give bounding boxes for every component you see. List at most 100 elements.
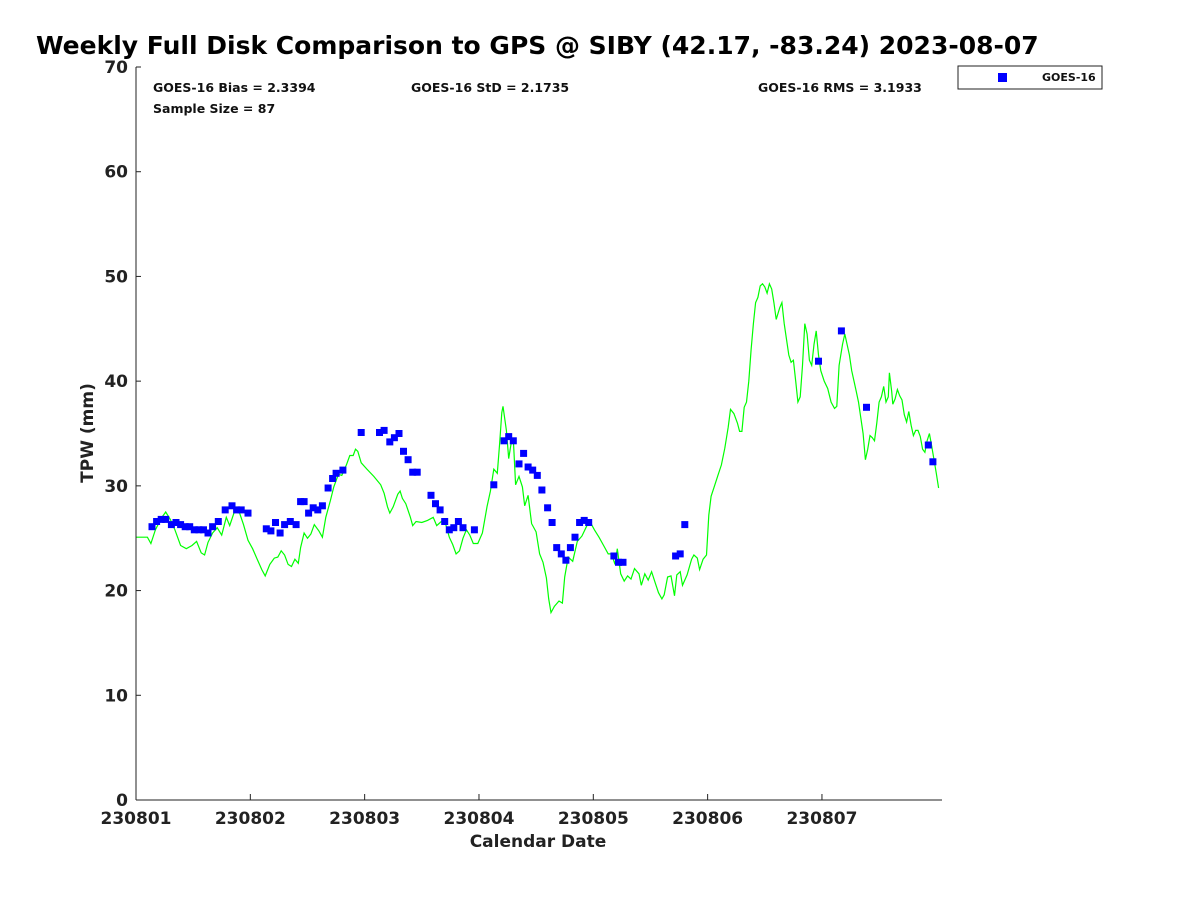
- points-layer: [148, 327, 937, 566]
- goes16-point: [404, 456, 412, 464]
- goes16-point: [162, 515, 170, 523]
- goes16-point: [380, 426, 388, 434]
- goes16-point: [400, 447, 407, 455]
- goes16-point: [318, 502, 326, 510]
- goes16-point: [815, 357, 822, 365]
- chart-title: Weekly Full Disk Comparison to GPS @ SIB…: [36, 31, 1039, 60]
- goes16-point: [676, 550, 684, 558]
- goes16-point: [286, 518, 294, 525]
- goes16-point: [214, 518, 222, 525]
- goes16-point: [929, 458, 937, 466]
- y-tick-label: 60: [104, 163, 128, 183]
- x-axis-label: Calendar Date: [470, 832, 607, 852]
- rms-stat: GOES-16 RMS = 3.1933: [758, 80, 922, 95]
- x-tick-label: 230805: [558, 809, 629, 829]
- goes16-point: [459, 524, 467, 532]
- goes16-point: [454, 518, 462, 525]
- goes16-point: [386, 438, 394, 446]
- goes16-point: [441, 518, 449, 525]
- goes16-point: [863, 403, 870, 411]
- goes16-point: [329, 475, 337, 482]
- goes16-point: [357, 429, 365, 436]
- goes16-point: [515, 460, 523, 468]
- goes16-point: [548, 519, 556, 526]
- goes16-point: [221, 506, 229, 514]
- goes16-point: [324, 484, 332, 492]
- goes16-point: [309, 504, 317, 512]
- goes16-point: [490, 481, 498, 489]
- legend-label: GOES-16: [1042, 71, 1096, 84]
- y-tick-label: 70: [104, 58, 128, 78]
- goes16-point: [470, 526, 478, 534]
- goes16-point: [409, 468, 417, 476]
- x-tick-label: 230803: [329, 809, 400, 829]
- goes16-point: [553, 544, 561, 552]
- goes16-point: [148, 523, 156, 531]
- goes16-point: [244, 509, 252, 517]
- goes16-point: [390, 434, 398, 442]
- y-tick-label: 50: [104, 267, 128, 287]
- goes16-point: [500, 437, 508, 445]
- goes16-point: [837, 327, 845, 335]
- y-tick-label: 0: [116, 791, 128, 811]
- goes16-point: [566, 544, 574, 552]
- y-tick-label: 40: [104, 372, 128, 392]
- goes16-point: [200, 526, 207, 534]
- goes16-point: [262, 525, 270, 533]
- goes16-point: [538, 486, 546, 494]
- goes16-point: [281, 521, 289, 529]
- goes16-point: [445, 526, 453, 534]
- x-tick-label: 230801: [101, 809, 172, 829]
- goes16-point: [509, 437, 517, 445]
- goes16-point: [672, 552, 680, 560]
- goes16-point: [533, 471, 541, 479]
- bias-stat: GOES-16 Bias = 2.3394: [153, 80, 316, 95]
- x-tick-label: 230807: [786, 809, 857, 829]
- goes16-point: [395, 430, 403, 437]
- goes16-point: [615, 558, 622, 566]
- goes16-point: [237, 506, 245, 514]
- goes16-point: [436, 506, 444, 514]
- goes16-point: [432, 500, 439, 508]
- goes16-point: [172, 519, 180, 526]
- x-tick-label: 230806: [672, 809, 743, 829]
- legend: GOES-16: [957, 65, 1103, 90]
- goes16-point: [427, 491, 435, 499]
- x-tick-label: 230804: [443, 809, 514, 829]
- goes16-point: [576, 519, 584, 526]
- goes16-point: [267, 527, 275, 535]
- legend-box: [957, 65, 1103, 90]
- goes16-point: [305, 509, 313, 517]
- goes16-point: [272, 519, 279, 526]
- goes16-point: [529, 466, 537, 474]
- goes16-point: [167, 521, 175, 529]
- goes16-point: [520, 449, 528, 457]
- goes16-point: [195, 526, 203, 534]
- goes16-point: [585, 519, 593, 526]
- goes16-point: [544, 504, 552, 512]
- y-tick-label: 30: [104, 477, 128, 497]
- goes16-point: [580, 516, 588, 524]
- std-stat: GOES-16 StD = 2.1735: [411, 80, 569, 95]
- goes16-point: [181, 523, 189, 531]
- goes16-point: [339, 466, 347, 474]
- goes16-point: [157, 515, 165, 523]
- y-tick-label: 10: [104, 686, 128, 706]
- y-axis-label: TPW (mm): [78, 383, 98, 483]
- goes16-point: [619, 558, 627, 566]
- goes16-point: [233, 506, 241, 514]
- goes16-point: [376, 429, 383, 436]
- legend-marker: [998, 73, 1007, 82]
- goes16-point: [292, 521, 300, 529]
- x-ticks: 230801 230802 230803 230804 230805 230806 2308…: [101, 794, 857, 829]
- goes16-point: [571, 533, 579, 541]
- goes16-point: [177, 521, 185, 529]
- x-tick-label: 230802: [215, 809, 286, 829]
- goes16-point: [450, 524, 458, 532]
- y-ticks: 0 10 20 30 40 50 60 70: [104, 58, 141, 811]
- goes16-point: [505, 433, 513, 441]
- goes16-point: [681, 521, 689, 529]
- plot-area: [136, 67, 942, 800]
- goes16-point: [300, 498, 308, 506]
